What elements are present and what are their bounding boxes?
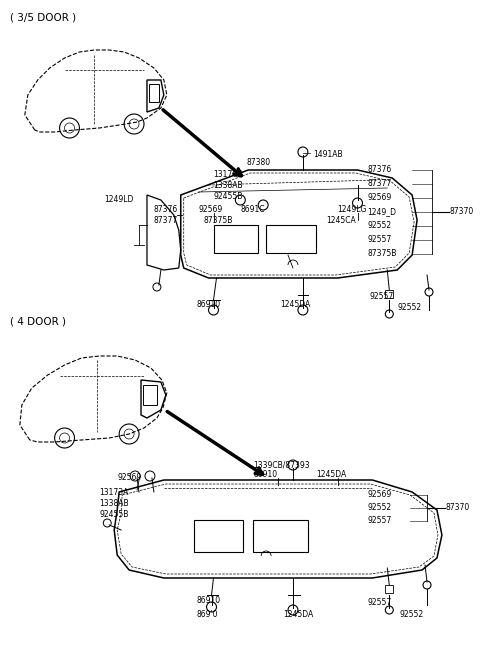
Text: 8691C: 8691C bbox=[240, 205, 265, 214]
Text: 92455B: 92455B bbox=[99, 510, 129, 519]
Text: 92455B: 92455B bbox=[214, 192, 243, 201]
Bar bbox=[149, 84, 159, 102]
Text: 1249LG: 1249LG bbox=[337, 205, 367, 214]
Text: 86910: 86910 bbox=[197, 300, 221, 309]
Text: 13173A: 13173A bbox=[99, 488, 129, 497]
Text: 92569: 92569 bbox=[367, 193, 392, 202]
Text: 86910: 86910 bbox=[253, 470, 277, 479]
Text: 86910: 86910 bbox=[197, 596, 221, 605]
Text: 87376: 87376 bbox=[367, 165, 392, 174]
Bar bbox=[214, 225, 258, 253]
Text: 87375B: 87375B bbox=[367, 249, 397, 258]
Text: 1338AB: 1338AB bbox=[99, 499, 129, 508]
Text: 92552: 92552 bbox=[367, 503, 392, 512]
Text: 1249_D: 1249_D bbox=[367, 207, 396, 216]
Text: 92552: 92552 bbox=[399, 610, 423, 619]
Text: 87377: 87377 bbox=[154, 216, 178, 225]
Text: 92557: 92557 bbox=[367, 235, 392, 244]
Text: 87375B: 87375B bbox=[204, 216, 233, 225]
Text: 1245CA: 1245CA bbox=[326, 216, 356, 225]
Text: 1491AB: 1491AB bbox=[313, 150, 342, 159]
Text: 1245DA: 1245DA bbox=[316, 470, 346, 479]
Bar bbox=[385, 290, 393, 298]
Text: 92569: 92569 bbox=[117, 473, 142, 482]
Text: 1245DA: 1245DA bbox=[283, 610, 313, 619]
Text: 87380: 87380 bbox=[246, 158, 270, 167]
Text: 92552: 92552 bbox=[397, 303, 421, 312]
Bar bbox=[143, 385, 157, 405]
Bar bbox=[266, 225, 316, 253]
Bar bbox=[385, 585, 393, 593]
Text: 869'0: 869'0 bbox=[197, 610, 218, 619]
Text: 1317GA: 1317GA bbox=[214, 170, 244, 179]
Bar bbox=[253, 520, 308, 552]
Text: 1249LD: 1249LD bbox=[104, 195, 133, 204]
Text: 1245DA: 1245DA bbox=[280, 300, 310, 309]
Text: 92552: 92552 bbox=[367, 221, 392, 230]
Text: 1338AB: 1338AB bbox=[214, 181, 243, 190]
Text: 92557: 92557 bbox=[367, 598, 392, 607]
Bar bbox=[193, 520, 243, 552]
Text: ( 4 DOOR ): ( 4 DOOR ) bbox=[10, 316, 66, 326]
Text: 92557: 92557 bbox=[370, 292, 394, 301]
Text: 92569: 92569 bbox=[199, 205, 223, 214]
Text: 92557: 92557 bbox=[367, 516, 392, 525]
Text: 87376: 87376 bbox=[154, 205, 178, 214]
Text: 92569: 92569 bbox=[367, 490, 392, 499]
Text: 87377: 87377 bbox=[367, 179, 392, 188]
Text: 1339CB/87393: 1339CB/87393 bbox=[253, 460, 310, 469]
Text: 87370: 87370 bbox=[446, 503, 470, 512]
Text: 87370: 87370 bbox=[450, 208, 474, 217]
Text: ( 3/5 DOOR ): ( 3/5 DOOR ) bbox=[10, 12, 76, 22]
